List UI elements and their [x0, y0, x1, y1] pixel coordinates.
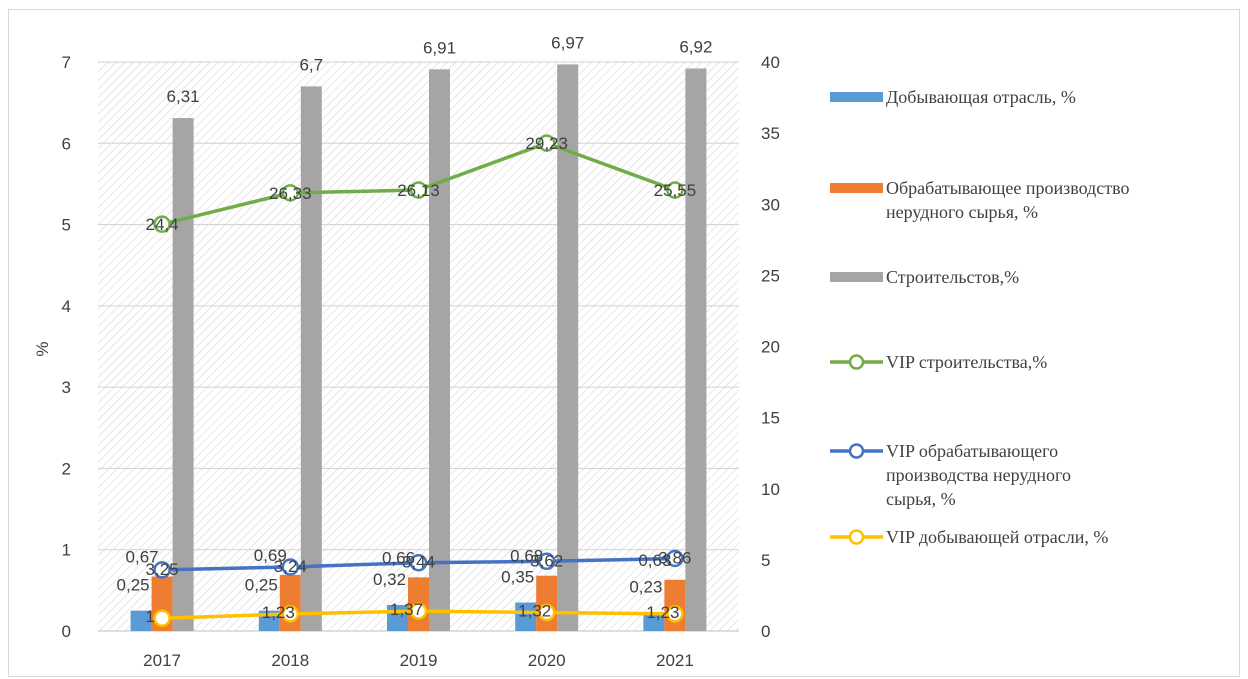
right-tick-label: 35: [761, 124, 780, 143]
line-data-label: 3,25: [146, 560, 179, 579]
plot-area: [98, 62, 739, 631]
bar: [130, 610, 152, 631]
bar-data-label: 0,35: [501, 568, 534, 587]
bar: [300, 86, 322, 631]
point-marker: [666, 549, 684, 568]
legend-swatch: [830, 272, 883, 282]
line-data-label: 29,23: [525, 134, 568, 153]
legend: Добывающая отрасль, % Обрабатывающее прои…: [830, 87, 1129, 547]
right-tick-label: 15: [761, 409, 780, 428]
legend-label: Строительстов,%: [886, 267, 1019, 287]
lines: [153, 134, 684, 627]
point-marker: [537, 552, 556, 571]
bar-data-label: 6,97: [551, 33, 584, 52]
point-marker: [537, 134, 556, 152]
line-data-label: 25,55: [654, 181, 697, 200]
left-tick-label: 1: [62, 541, 71, 560]
bar-data-label: 6,7: [299, 55, 323, 74]
line-data-label: 1,32: [518, 602, 551, 621]
bar-data-label: 0,68: [510, 547, 543, 566]
line-data-label: 1,23: [646, 603, 679, 622]
line-data-label: 3,44: [402, 553, 435, 572]
x-tick-label: 2018: [271, 651, 309, 670]
chart-frame: [8, 9, 1240, 677]
point-marker: [281, 558, 300, 576]
left-tick-label: 3: [62, 378, 71, 397]
bar-data-label: 0,32: [373, 570, 406, 589]
legend-marker: [848, 354, 865, 370]
line-data-label: 1,23: [262, 603, 295, 622]
point-marker: [281, 605, 300, 623]
x-tick-label: 2021: [656, 651, 694, 670]
line-data-label: 26,33: [269, 184, 312, 203]
left-tick-label: 7: [62, 53, 71, 72]
left-tick-label: 2: [62, 459, 71, 478]
right-tick-label: 20: [761, 338, 780, 357]
bar: [643, 612, 665, 631]
x-tick-label: 2017: [143, 651, 181, 670]
bar-data-label: 6,91: [423, 38, 456, 57]
x-tick-label: 2019: [400, 651, 438, 670]
right-tick-label: 5: [761, 551, 770, 570]
left-tick-label: 5: [62, 216, 71, 235]
right-tick-label: 30: [761, 195, 780, 214]
left-tick-label: 6: [62, 134, 71, 153]
legend-swatch: [830, 92, 883, 102]
left-tick-label: 0: [62, 622, 71, 641]
right-tick-label: 0: [761, 622, 770, 641]
left-axis: 0 1 2 3 4 5 6 7: [62, 53, 71, 641]
point-marker: [666, 605, 684, 623]
x-axis: 2017 2018 2019 2020 2021: [98, 630, 739, 670]
legend-label: VIP строительства,%: [886, 352, 1047, 372]
point-marker: [409, 181, 428, 199]
bar-data-label: 0,23: [629, 577, 662, 596]
legend-label: Добывающая отрасль, %: [886, 87, 1076, 107]
legend-label: VIP обрабатывающего производства нерудног…: [886, 441, 1071, 509]
left-tick-label: 4: [62, 297, 71, 316]
line-data-label: 24,4: [146, 215, 179, 234]
y-axis-title: %: [33, 341, 52, 356]
bar: [557, 64, 579, 631]
point-marker: [409, 553, 428, 572]
right-tick-label: 10: [761, 480, 780, 499]
legend-marker: [848, 529, 865, 545]
line-data-label: 1: [145, 607, 154, 626]
point-marker: [409, 602, 428, 620]
point-marker: [153, 561, 171, 579]
bar-data-label: 0,25: [245, 576, 278, 595]
point-marker: [153, 215, 171, 233]
point-marker: [153, 609, 171, 627]
bar: [172, 118, 194, 631]
bar-data-label: 0,69: [254, 546, 287, 565]
bar: [515, 602, 537, 631]
bar-data-label: 0,66: [382, 548, 415, 567]
point-marker: [666, 181, 684, 199]
right-tick-label: 25: [761, 266, 780, 285]
bar-data-label: 6,92: [679, 38, 712, 57]
point-marker: [281, 184, 300, 202]
x-tick-label: 2020: [528, 651, 566, 670]
bar: [429, 69, 450, 631]
right-axis: 0 5 10 15 20 25 30 35 40: [761, 53, 780, 641]
bar-data-label: 6,31: [167, 87, 200, 106]
line-data-label: 3,86: [658, 548, 691, 567]
bar: [685, 68, 707, 631]
right-tick-label: 40: [761, 53, 780, 72]
line-data-label: 26,13: [397, 181, 440, 200]
line-data-label: 1,37: [390, 600, 423, 619]
legend-marker: [848, 443, 865, 459]
legend-label: VIP добывающей отрасли, %: [886, 527, 1108, 547]
bar-data-label: 0,63: [638, 551, 671, 570]
legend-label: Обрабатывающее производство нерудного сыр…: [886, 178, 1129, 222]
data-labels: 0,25 0,25 0,32 0,35 0,23 0,67 0,69 0,66 0,68 0,63…: [117, 33, 713, 626]
line-data-label: 3,24: [274, 557, 307, 576]
bar-data-label: 0,67: [126, 548, 159, 567]
point-marker: [537, 603, 556, 622]
bar-data-label: 0,25: [117, 576, 150, 595]
line-data-label: 3,62: [530, 551, 563, 570]
legend-swatch: [830, 183, 883, 193]
